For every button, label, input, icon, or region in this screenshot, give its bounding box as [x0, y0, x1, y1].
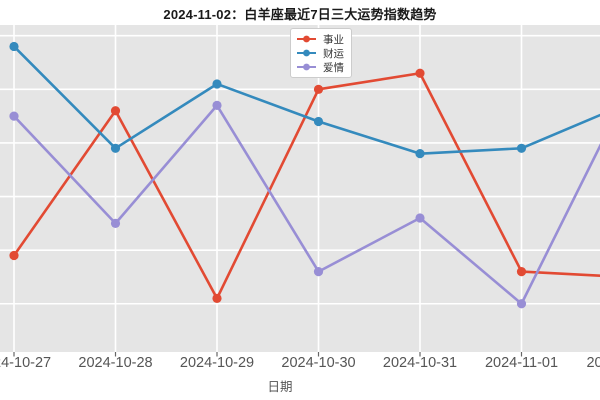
legend-item-career: 事业 [296, 32, 345, 46]
wealth-line-marker-icon [297, 49, 316, 57]
x-tick-2024-10-27: 2024-10-27 [0, 355, 52, 371]
legend-label-career: 事业 [323, 33, 344, 46]
x-axis-title: 日期 [267, 380, 293, 394]
x-tick-2024-10-28: 2024-10-28 [78, 355, 153, 371]
x-tick-2024-11-01: 2024-11-01 [484, 355, 559, 371]
x-tick-2024-10-29: 2024-10-29 [179, 355, 255, 371]
career-line-marker-icon [297, 35, 316, 43]
love-line-marker-icon [297, 63, 316, 71]
x-tick-2024-10-31: 2024-10-31 [382, 355, 458, 371]
legend-item-love: 爱情 [296, 60, 345, 74]
line-chart-plot-area [0, 25, 600, 357]
x-tick-2024-11-02: 2024-11-02 [586, 355, 600, 371]
legend-item-wealth: 财运 [296, 46, 345, 60]
legend-label-wealth: 财运 [323, 47, 344, 60]
legend-label-love: 爱情 [323, 61, 344, 74]
x-axis-tick-labels: 2024-10-27 2024-10-28 2024-10-29 2024-10… [0, 355, 600, 373]
chart-title: 2024-11-02：白羊座最近7日三大运势指数趋势 [163, 7, 437, 22]
chart-legend: 事业 财运 爱情 [290, 28, 352, 78]
x-tick-2024-10-30: 2024-10-30 [281, 355, 356, 371]
